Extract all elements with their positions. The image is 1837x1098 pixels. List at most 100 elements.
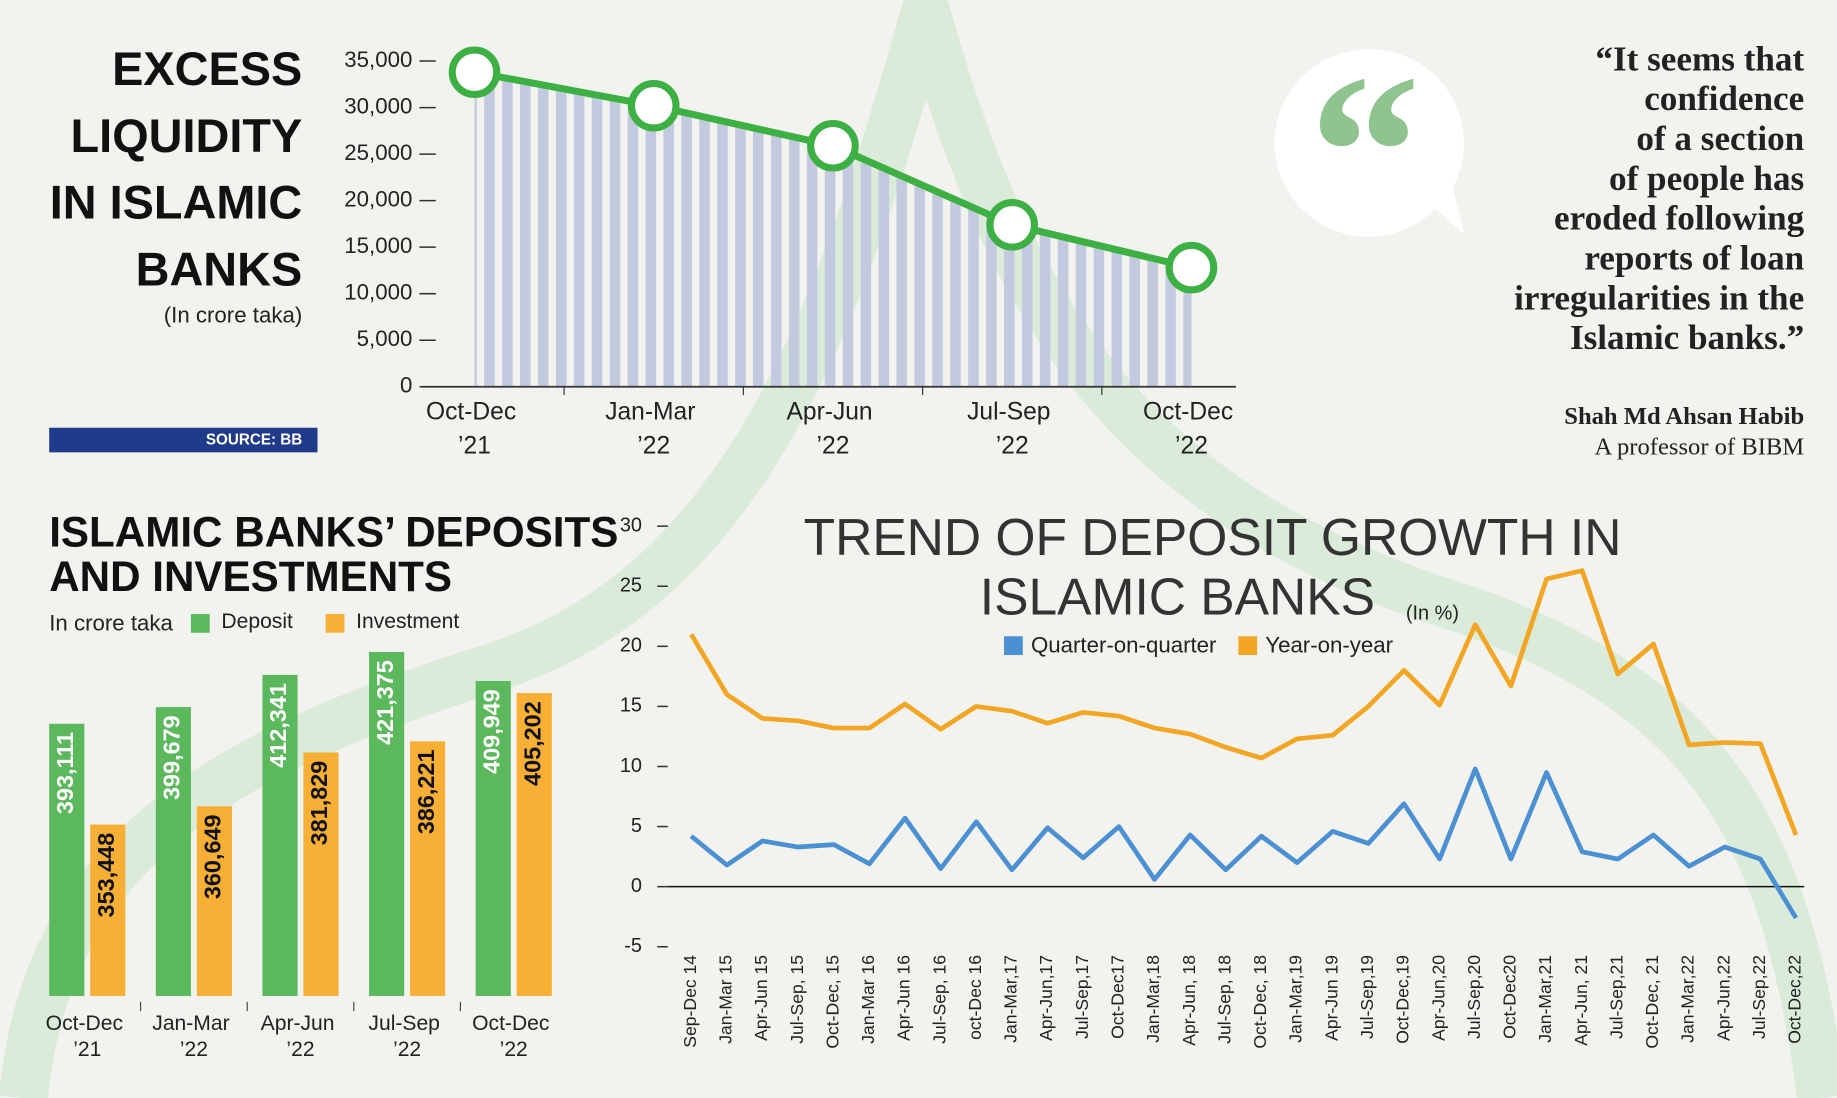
y-tick-label: 30 (620, 514, 642, 536)
label-line: ’22 (637, 432, 670, 459)
legend-label: Year-on-year (1265, 633, 1393, 658)
quote-line: confidence (1644, 79, 1804, 118)
x-tick-label: Apr-Jun,20 (1428, 955, 1448, 1041)
chart-title: TREND OF DEPOSIT GROWTH IN (804, 508, 1622, 566)
label-line: Jan-Mar (152, 1012, 235, 1035)
x-tick-label: Jan-Mar,22 (1678, 955, 1698, 1043)
label-line: ’21 (73, 1037, 101, 1060)
x-tick-label: Apr-Jun,22 (1713, 955, 1733, 1041)
x-tick-label: Jul-Sep, 15 (787, 955, 807, 1044)
label-line: Apr-Jun (786, 398, 879, 425)
legend-label: Investment (356, 610, 459, 633)
quote-line: “It seems that (1595, 39, 1804, 78)
x-tick-label: Apr-Jun 15 (751, 955, 771, 1041)
x-tick-label: Apr-Jun,17 (1036, 955, 1056, 1041)
x-tick-label: Jan-Mar 15 (715, 955, 735, 1044)
label-line: ’22 (817, 432, 850, 459)
x-tick-label: Apr-Jun, 21 (1571, 955, 1591, 1046)
legend-swatch (1238, 636, 1257, 655)
y-tick-label: 5,000 (357, 326, 413, 351)
label-line: ’21 (458, 432, 491, 459)
legend-title: In crore taka (49, 610, 173, 635)
y-tick-label: 5 (631, 815, 642, 837)
quote-line: Islamic banks.” (1570, 318, 1804, 357)
label-line: Apr-Jun (261, 1012, 341, 1035)
subtitle: (In crore taka) (164, 302, 303, 327)
quote-line: irregularities in the (1514, 278, 1804, 317)
legend-label: Deposit (221, 610, 293, 633)
x-tick-label: Apr-Jun 16 (894, 955, 914, 1041)
value-label: 386,221 (413, 749, 439, 834)
x-tick-label: Jan-Mar,17 (1001, 955, 1021, 1043)
x-tick-label: Apr-Jun, 18 (1179, 955, 1199, 1046)
x-tick-label: Jul-Sep,21 (1606, 955, 1626, 1039)
x-tick-label: Oct-Dec20 (1500, 955, 1520, 1039)
y-tick-label: 0 (400, 373, 412, 398)
y-tick-label: 10 (620, 755, 642, 777)
x-tick-label: Oct-Dec, 21 (1642, 955, 1662, 1049)
y-tick-label: 25,000 (344, 140, 412, 165)
value-label: 405,202 (519, 701, 545, 786)
label-line: Jul-Sep (967, 398, 1057, 425)
legend-swatch (191, 614, 210, 633)
chart-title: ISLAMIC BANKS’ DEPOSITS (49, 509, 618, 556)
quote-role: A professor of BIBM (1594, 433, 1804, 460)
quote-author: Shah Md Ahsan Habib (1564, 403, 1804, 430)
value-label: 409,949 (478, 689, 504, 774)
chart-title: IN ISLAMIC (50, 177, 303, 229)
y-tick-label: 30,000 (344, 93, 412, 118)
x-tick-label: Oct-Dec, 18 (1250, 955, 1270, 1049)
label-line: Jul-Sep (368, 1012, 445, 1035)
source: SOURCE: BB (206, 432, 302, 449)
unit: (In %) (1406, 602, 1459, 624)
label-line: Jan-Mar (605, 398, 702, 425)
chart-title: EXCESS (112, 43, 302, 95)
chart-title: AND INVESTMENTS (49, 553, 452, 600)
value-label: 360,649 (200, 814, 226, 899)
svg-text:“: “ (1309, 30, 1420, 276)
x-tick-label: Jan-Mar 16 (858, 955, 878, 1044)
x-tick-label: Jan-Mar,19 (1286, 955, 1306, 1043)
y-tick-label: 0 (631, 875, 642, 897)
label-line: ’22 (1175, 432, 1208, 459)
x-tick-label: Jul-Sep,20 (1464, 955, 1484, 1039)
label-line: Oct-Dec (46, 1012, 129, 1035)
x-tick-label: Oct-Dec, 15 (822, 955, 842, 1049)
point (452, 50, 497, 95)
quote-line: eroded following (1554, 199, 1805, 238)
value-label: 399,679 (159, 715, 185, 800)
y-tick-label: 20,000 (344, 187, 412, 212)
point (990, 203, 1035, 248)
x-tick-label: Sep-Dec 14 (680, 955, 700, 1048)
label-line: ’22 (393, 1037, 421, 1060)
value-label: 381,829 (306, 761, 332, 846)
value-label: 353,448 (93, 833, 119, 918)
x-tick-label: Jul-Sep,17 (1072, 955, 1092, 1039)
y-tick-label: 35,000 (344, 47, 412, 72)
infographic: “ SOURCE: BB (In crore taka) In crore ta… (0, 0, 1837, 1098)
legend-label: Quarter-on-quarter (1031, 633, 1217, 658)
value-label: 393,111 (52, 732, 78, 814)
quote-line: reports of loan (1584, 238, 1804, 277)
x-tick-label: Oct-Dec,19 (1393, 955, 1413, 1044)
label-line: Oct-Dec (472, 1012, 555, 1035)
y-tick-label: 15 (620, 695, 642, 717)
y-tick-label: 20 (620, 635, 642, 657)
x-tick-label: Apr-Jun 19 (1321, 955, 1341, 1041)
y-tick-label: 25 (620, 575, 642, 597)
label-line: Oct-Dec (426, 398, 523, 425)
x-tick-label: Jul-Sep, 18 (1214, 955, 1234, 1044)
label-line: ’22 (500, 1037, 528, 1060)
x-tick-label: Jul-Sep, 16 (929, 955, 949, 1044)
page: {"chart_data": [ {"type": "line", "title… (0, 0, 1837, 1098)
label-line: ’22 (180, 1037, 208, 1060)
value-label: 412,341 (265, 683, 291, 768)
y-tick-label: -5 (624, 935, 642, 957)
x-tick-label: Oct-Dec17 (1108, 955, 1128, 1039)
quote-line: of people has (1609, 159, 1804, 198)
chart-title: ISLAMIC BANKS (980, 568, 1375, 626)
legend-swatch (1004, 636, 1023, 655)
label-line: ’22 (996, 432, 1029, 459)
quote-line: of a section (1636, 119, 1804, 158)
x-tick-label: Oct-Dec,22 (1785, 955, 1805, 1044)
